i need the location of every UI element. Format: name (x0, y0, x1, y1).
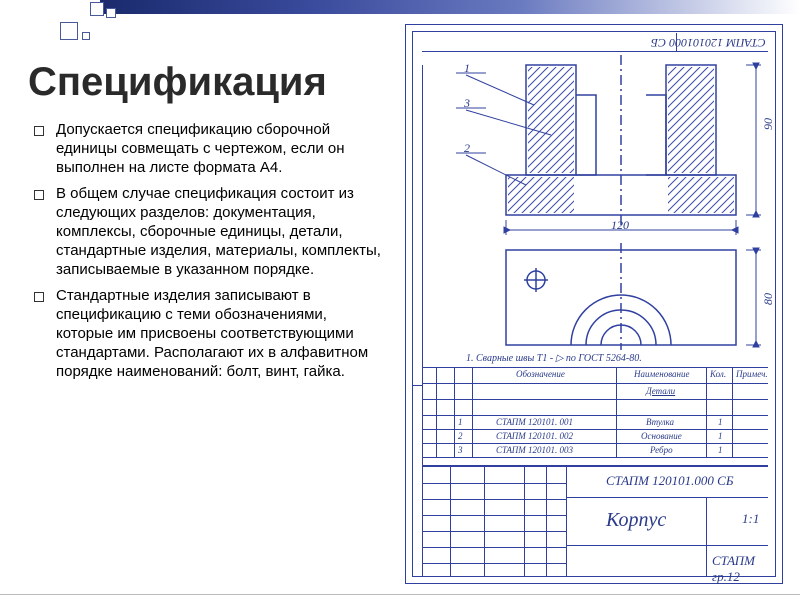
bullet-item: Допускается спецификацию сборочной едини… (56, 120, 386, 178)
drawing-frame: СТАПМ 120101000 СБ (405, 24, 783, 584)
bullet-item: Стандартные изделия записывают в специфи… (56, 286, 386, 382)
table-header: Кол. (710, 369, 726, 379)
dim-h2: 80 (761, 293, 776, 305)
bullet-item: В общем случае спецификация состоит из с… (56, 184, 386, 280)
decor-square (106, 8, 116, 18)
table-row-qty: 1 (718, 445, 723, 455)
decor-square (82, 32, 90, 40)
table-row-name: Основание (641, 431, 682, 441)
page-title: Спецификация (28, 60, 327, 105)
table-row-num: 2 (458, 431, 463, 441)
stamp-designation: СТАПМ 120101.000 СБ (606, 473, 734, 489)
callout-label: 2 (464, 141, 470, 156)
weld-note: 1. Сварные швы Т1 - ▷ по ГОСТ 5264-80. (466, 353, 642, 364)
decor-gradient (100, 0, 800, 14)
table-row-name: Втулка (646, 417, 674, 427)
table-row-des: СТАПМ 120101. 001 (496, 417, 573, 427)
table-row-num: 1 (458, 417, 463, 427)
table-header: Наименование (634, 369, 690, 379)
slide-decor-header (0, 0, 800, 18)
bullet-list: Допускается спецификацию сборочной едини… (56, 120, 386, 387)
technical-svg (406, 25, 784, 585)
callout-label: 3 (464, 96, 470, 111)
stamp-scale: 1:1 (742, 511, 759, 527)
stamp-name: Корпус (606, 509, 666, 532)
footer-rule (0, 594, 800, 595)
table-row-des: СТАПМ 120101. 003 (496, 445, 573, 455)
table-row-name: Ребро (650, 445, 673, 455)
table-section: Детали (646, 386, 675, 396)
dim-h1: 90 (761, 118, 776, 130)
table-row-des: СТАПМ 120101. 002 (496, 431, 573, 441)
decor-square (90, 2, 104, 16)
decor-square (60, 22, 78, 40)
stamp-group: СТАПМ гр.12 (712, 553, 782, 585)
table-header: Примеч. (736, 369, 768, 379)
callout-label: 1 (464, 61, 470, 76)
table-header: Обозначение (516, 369, 565, 379)
table-row-qty: 1 (718, 417, 723, 427)
table-row-num: 3 (458, 445, 463, 455)
dim-w: 120 (611, 218, 629, 233)
table-row-qty: 1 (718, 431, 723, 441)
